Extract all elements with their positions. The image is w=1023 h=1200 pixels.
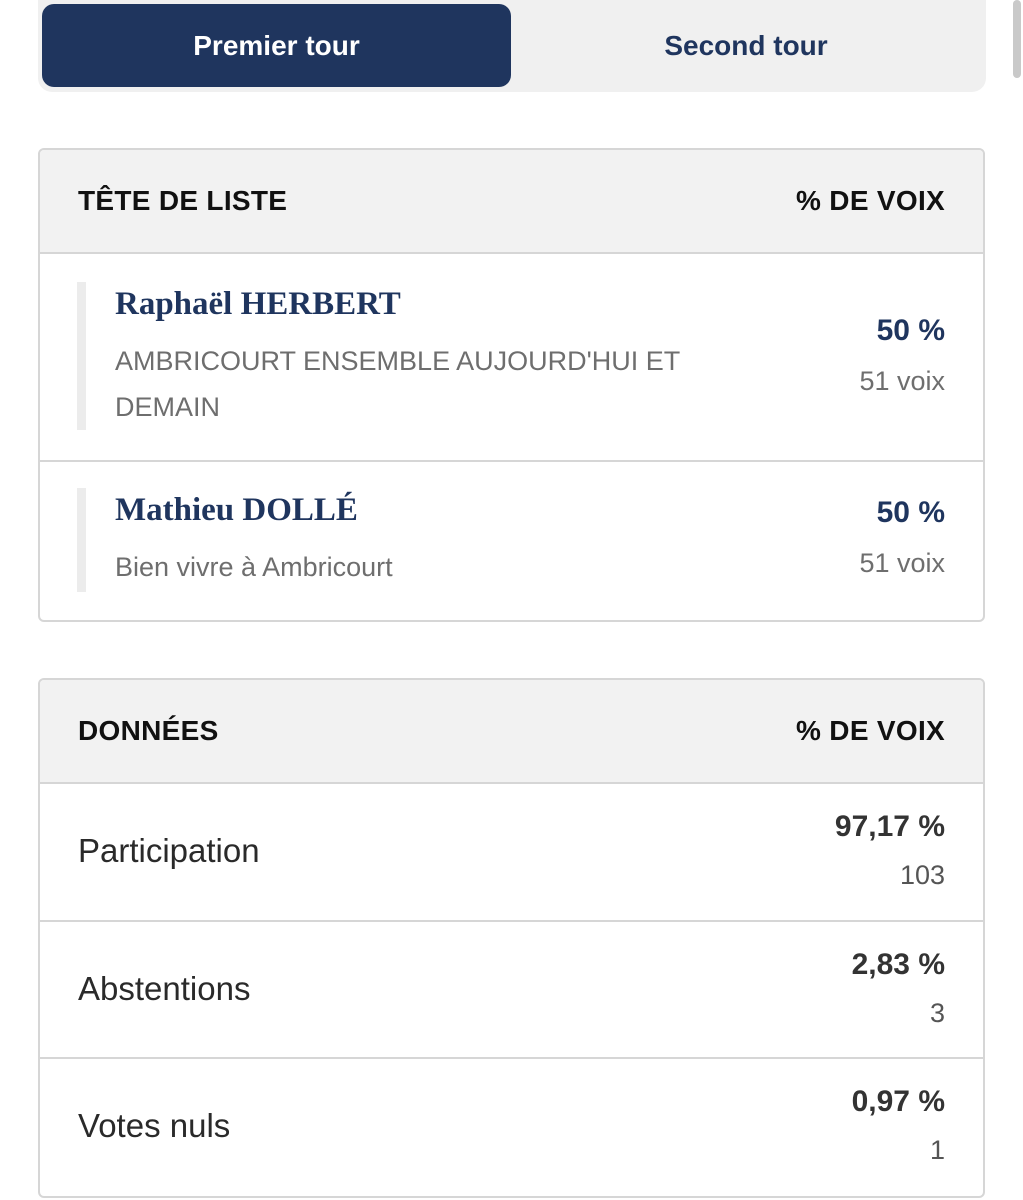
data-row-percent: 2,83 % bbox=[851, 948, 945, 981]
candidate-row: Raphaël HERBERT AMBRICOURT ENSEMBLE AUJO… bbox=[40, 254, 983, 462]
tab-premier-tour[interactable]: Premier tour bbox=[42, 4, 511, 87]
data-table: DONNÉES % DE VOIX Participation 97,17 % … bbox=[38, 678, 985, 1198]
data-table-header: DONNÉES % DE VOIX bbox=[40, 680, 983, 784]
data-row-percent: 97,17 % bbox=[834, 810, 945, 843]
data-row-count: 103 bbox=[899, 860, 945, 890]
column-header-candidate: TÊTE DE LISTE bbox=[78, 185, 288, 216]
results-table-header: TÊTE DE LISTE % DE VOIX bbox=[40, 150, 983, 254]
scrollbar[interactable] bbox=[1013, 0, 1021, 78]
column-header-vote-share: % DE VOIX bbox=[796, 715, 945, 746]
results-table: TÊTE DE LISTE % DE VOIX Raphaël HERBERT … bbox=[38, 148, 985, 622]
candidate-color-bar bbox=[77, 488, 86, 592]
data-row-percent: 0,97 % bbox=[851, 1085, 945, 1118]
data-row-label: Abstentions bbox=[78, 970, 251, 1007]
candidate-color-bar bbox=[77, 282, 86, 430]
data-row-label: Participation bbox=[78, 832, 260, 869]
data-row-label: Votes nuls bbox=[78, 1107, 231, 1144]
data-row-count: 3 bbox=[929, 998, 945, 1028]
candidate-percent: 50 % bbox=[876, 496, 945, 529]
column-header-vote-share: % DE VOIX bbox=[796, 185, 945, 216]
candidate-votes: 51 voix bbox=[859, 366, 945, 396]
candidate-list-name: Bien vivre à Ambricourt bbox=[115, 552, 393, 582]
data-row-abstentions: Abstentions 2,83 % 3 bbox=[40, 922, 983, 1059]
data-row-count: 1 bbox=[929, 1135, 945, 1165]
candidate-percent: 50 % bbox=[876, 314, 945, 347]
candidate-name: Raphaël HERBERT bbox=[115, 286, 401, 322]
candidate-list-name: AMBRICOURT ENSEMBLE AUJOURD'HUI ET DEMAI… bbox=[115, 346, 680, 422]
data-row-votes-nuls: Votes nuls 0,97 % 1 bbox=[40, 1059, 983, 1196]
column-header-data: DONNÉES bbox=[78, 715, 219, 746]
round-tabs: Premier tour Second tour bbox=[38, 0, 986, 92]
candidate-row: Mathieu DOLLÉ Bien vivre à Ambricourt 50… bbox=[40, 462, 983, 620]
candidate-votes: 51 voix bbox=[859, 548, 945, 578]
candidate-name: Mathieu DOLLÉ bbox=[115, 492, 358, 528]
tab-second-tour[interactable]: Second tour bbox=[664, 29, 828, 61]
data-row-participation: Participation 97,17 % 103 bbox=[40, 784, 983, 922]
